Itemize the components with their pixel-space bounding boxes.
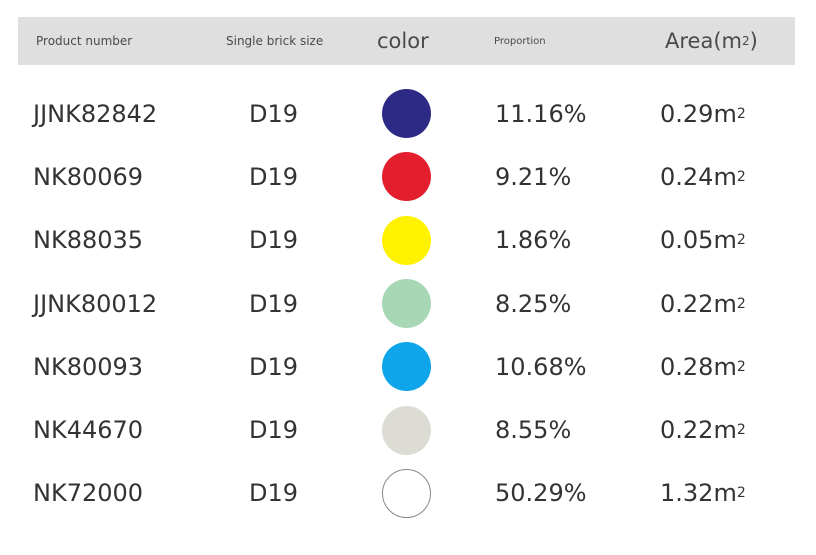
table-row: NK72000 D19 50.29% 1.32m 2: [0, 462, 816, 525]
table-row: NK88035 D19 1.86% 0.05m 2: [0, 209, 816, 272]
table-row: NK80093 D19 10.68% 0.28m 2: [0, 335, 816, 398]
header-color: color: [377, 29, 429, 53]
color-swatch: [381, 405, 431, 455]
area-value: 0.22m: [660, 416, 737, 445]
proportion-cell: 10.68%: [495, 352, 587, 381]
brick-size-cell: D19: [249, 352, 299, 381]
product-number-cell: NK44670: [33, 416, 144, 445]
area-value: 0.28m: [660, 352, 737, 381]
header-single-brick-size: Single brick size: [226, 34, 324, 48]
proportion-cell: 11.16%: [495, 99, 587, 128]
area-cell: 0.22m 2: [660, 398, 746, 461]
color-swatch: [381, 89, 431, 139]
area-cell: 0.29m 2: [660, 82, 746, 145]
area-value: 1.32m: [660, 479, 737, 508]
table-row: JJNK80012 D19 8.25% 0.22m 2: [0, 272, 816, 335]
header-area-close: ): [749, 29, 758, 53]
brick-size-cell: D19: [249, 479, 299, 508]
brick-size-cell: D19: [249, 416, 299, 445]
brick-size-cell: D19: [249, 289, 299, 318]
area-unit-superscript: 2: [736, 358, 746, 375]
product-number-cell: NK80093: [33, 352, 144, 381]
area-unit-superscript: 2: [736, 295, 746, 312]
area-unit-superscript: 2: [736, 422, 746, 439]
color-cell: [381, 462, 431, 525]
brick-size-cell: D19: [249, 99, 299, 128]
area-unit-superscript: 2: [736, 232, 746, 249]
header-proportion: Proportion: [494, 35, 546, 47]
color-swatch: [381, 279, 431, 329]
area-unit-superscript: 2: [736, 105, 746, 122]
product-number-cell: NK88035: [33, 226, 144, 255]
color-swatch: [381, 468, 431, 518]
color-cell: [381, 145, 431, 208]
color-swatch: [381, 152, 431, 202]
product-number-cell: NK72000: [33, 479, 144, 508]
brick-size-cell: D19: [249, 162, 299, 191]
area-value: 0.29m: [660, 99, 737, 128]
area-value: 0.24m: [660, 162, 737, 191]
color-cell: [381, 82, 431, 145]
table-row: NK80069 D19 9.21% 0.24m 2: [0, 145, 816, 208]
color-cell: [381, 398, 431, 461]
color-cell: [381, 335, 431, 398]
proportion-cell: 8.55%: [495, 416, 572, 445]
product-number-cell: JJNK80012: [33, 289, 158, 318]
color-cell: [381, 209, 431, 272]
table-row: NK44670 D19 8.55% 0.22m 2: [0, 398, 816, 461]
proportion-cell: 50.29%: [495, 479, 587, 508]
area-cell: 1.32m 2: [660, 462, 746, 525]
color-cell: [381, 272, 431, 335]
area-value: 0.22m: [660, 289, 737, 318]
table-row: JJNK82842 D19 11.16% 0.29m 2: [0, 82, 816, 145]
area-cell: 0.22m 2: [660, 272, 746, 335]
color-swatch: [381, 342, 431, 392]
proportion-cell: 9.21%: [495, 162, 572, 191]
area-cell: 0.05m 2: [660, 209, 746, 272]
header-area-superscript: 2: [741, 34, 750, 48]
area-cell: 0.28m 2: [660, 335, 746, 398]
proportion-cell: 8.25%: [495, 289, 572, 318]
proportion-cell: 1.86%: [495, 226, 572, 255]
color-swatch: [381, 215, 431, 265]
area-cell: 0.24m 2: [660, 145, 746, 208]
table-header: Product number Single brick size color P…: [18, 17, 795, 65]
product-number-cell: JJNK82842: [33, 99, 158, 128]
area-value: 0.05m: [660, 226, 737, 255]
header-area: Area(m 2): [665, 17, 758, 65]
area-unit-superscript: 2: [736, 168, 746, 185]
product-number-cell: NK80069: [33, 162, 144, 191]
header-product-number: Product number: [36, 34, 133, 48]
brick-size-cell: D19: [249, 226, 299, 255]
table-body: JJNK82842 D19 11.16% 0.29m 2 NK80069 D19 …: [0, 82, 816, 525]
header-area-label: Area(m: [665, 29, 742, 53]
area-unit-superscript: 2: [736, 485, 746, 502]
